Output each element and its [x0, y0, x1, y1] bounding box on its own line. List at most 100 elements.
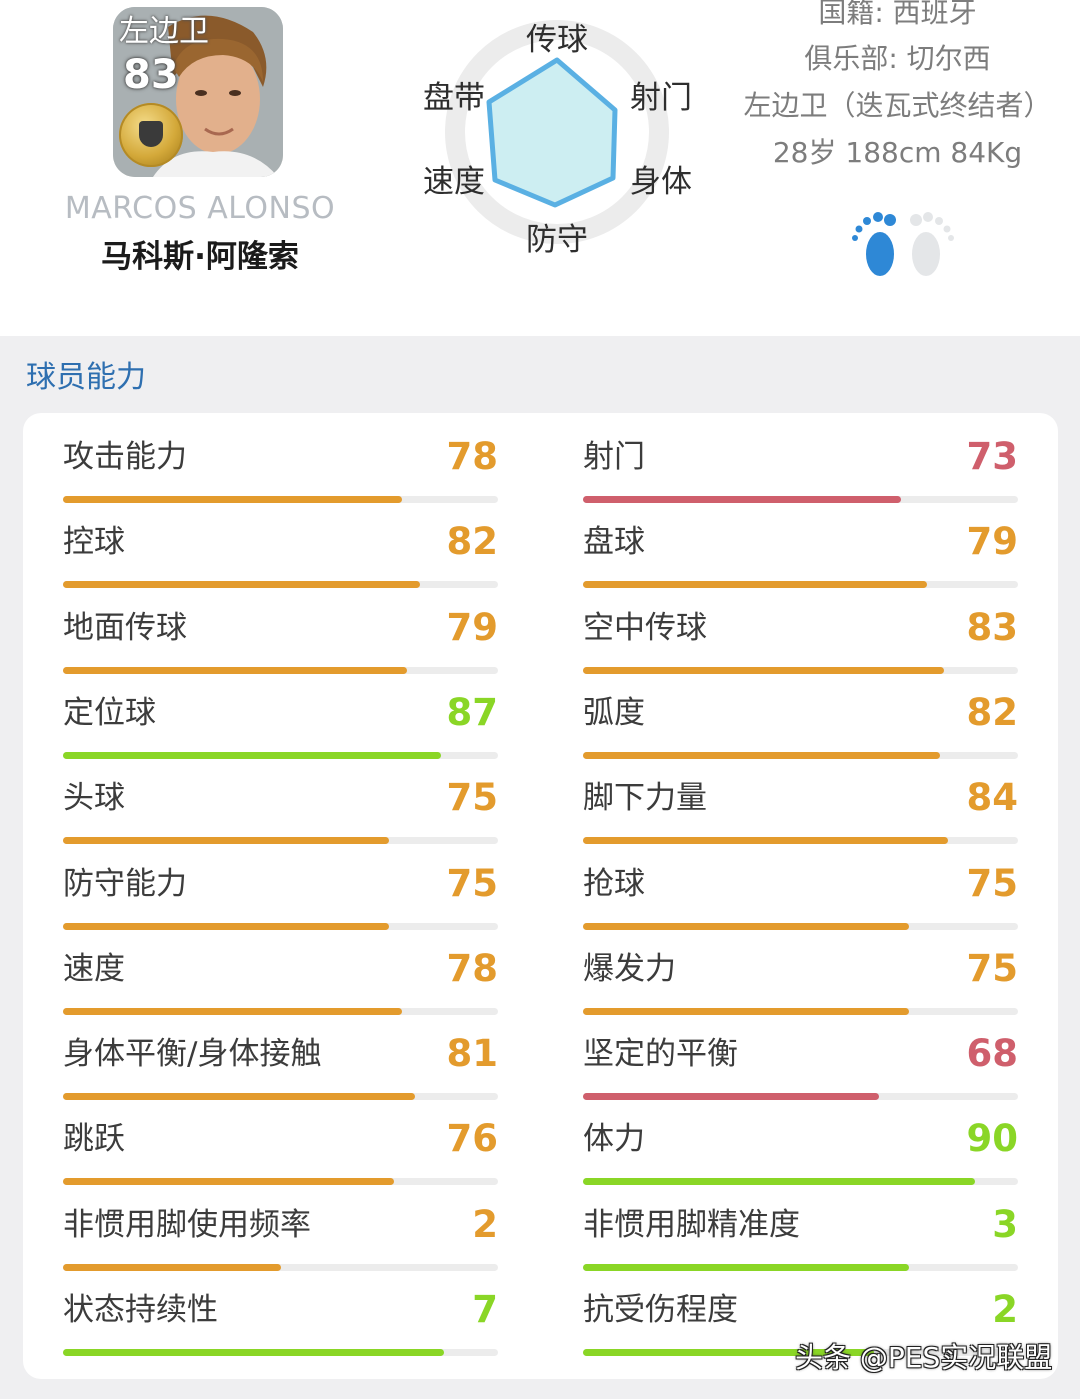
- stat-bar-track: [63, 751, 498, 759]
- stat-bar-track: [583, 1093, 1018, 1101]
- stat-bar-fill: [63, 1178, 394, 1186]
- stat-bar-fill: [63, 751, 442, 759]
- stat-row: 速度 78: [63, 935, 499, 1015]
- stat-bar-track: [583, 751, 1018, 759]
- stat-row: 控球 82: [63, 508, 499, 589]
- stat-bar-fill: [583, 1263, 910, 1271]
- card-rating: 83: [123, 52, 179, 98]
- player-header: 左边卫 83 MARCOS ALONSO 马科斯·阿隆索 传球 射门 身体 防守…: [0, 0, 1080, 336]
- player-club: 俱乐部: 切尔西: [804, 42, 991, 75]
- stat-label: 弧度: [583, 694, 645, 731]
- stat-row: 身体平衡/身体接触 81: [63, 1020, 499, 1101]
- player-card[interactable]: 左边卫 83: [113, 7, 283, 177]
- stat-value: 82: [446, 520, 499, 564]
- stat-row: 抗受伤程度 2: [583, 1276, 1018, 1356]
- stat-value: 81: [446, 1032, 499, 1076]
- stat-row: 地面传球 79: [63, 594, 499, 674]
- stat-row: 盘球 79: [583, 508, 1018, 589]
- stat-label: 攻击能力: [63, 439, 187, 475]
- stat-bar-track: [583, 922, 1018, 930]
- stat-row: 抢球 75: [583, 850, 1018, 930]
- stat-bar-fill: [583, 1349, 875, 1356]
- stat-label: 非惯用脚精准度: [583, 1206, 800, 1243]
- stat-value: 84: [966, 776, 1019, 820]
- stat-row: 坚定的平衡 68: [583, 1020, 1019, 1101]
- stat-value: 68: [966, 1032, 1019, 1076]
- stat-label: 头球: [63, 780, 125, 817]
- stat-bar-fill: [63, 496, 403, 503]
- stat-label: 体力: [583, 1121, 645, 1158]
- stat-value: 83: [966, 605, 1019, 649]
- stat-bar-track: [63, 1178, 498, 1186]
- stat-value: 2: [992, 1288, 1018, 1331]
- stat-bar-fill: [583, 581, 927, 589]
- stat-value: 78: [446, 946, 499, 990]
- stat-bar-fill: [63, 1263, 281, 1271]
- stat-row: 非惯用脚精准度 3: [583, 1191, 1018, 1271]
- stat-value: 79: [446, 605, 499, 649]
- stat-value: 75: [446, 776, 499, 820]
- stat-value: 2: [472, 1202, 498, 1246]
- stats-panel: 攻击能力 78 控球 82 地面传球 79 定位球 87 头球 75 防守能力 75 速度 78 身体平衡/…: [23, 413, 1058, 1379]
- ability-radar: 传球 射门 身体 防守 速度 盘带: [423, 20, 692, 258]
- stat-row: 弧度 82: [583, 679, 1019, 759]
- stat-value: 76: [446, 1117, 499, 1161]
- stat-bar-track: [583, 496, 1018, 503]
- stat-bar-fill: [583, 666, 945, 674]
- radar-label-dribble: 盘带: [423, 80, 485, 116]
- player-position-style: 左边卫（迭瓦式终结者）: [743, 89, 1052, 122]
- stat-label: 空中传球: [583, 609, 707, 646]
- stat-row: 定位球 87: [63, 679, 498, 759]
- stat-bar-fill: [583, 751, 940, 759]
- stat-value: 75: [966, 946, 1019, 990]
- radar-label-pass: 传球: [526, 22, 588, 58]
- stat-bar-fill: [63, 581, 420, 589]
- stat-label: 抢球: [583, 865, 645, 902]
- stat-row: 跳跃 76: [63, 1105, 499, 1186]
- preferred-foot-icon: [852, 212, 954, 276]
- stat-bar-track: [63, 1007, 498, 1015]
- stat-bar-track: [63, 837, 498, 845]
- stat-value: 82: [966, 690, 1019, 734]
- radar-shape: [486, 57, 618, 208]
- watermark: 头条 @PES实况联盟: [795, 1341, 1053, 1374]
- radar-label-defense: 防守: [526, 222, 588, 258]
- stat-bar-track: [63, 666, 498, 674]
- player-physical: 28岁 188cm 84Kg: [772, 136, 1023, 169]
- stat-bar-track: [63, 581, 498, 589]
- stat-bar-fill: [583, 1093, 879, 1101]
- stat-bar-track: [63, 1349, 498, 1356]
- stat-row: 攻击能力 78: [63, 423, 499, 503]
- stat-bar-track: [583, 837, 1018, 845]
- club-badge-icon: [119, 103, 183, 167]
- radar-label-physical: 身体: [630, 164, 692, 200]
- stat-bar-track: [583, 1007, 1018, 1015]
- stat-value: 78: [446, 435, 499, 478]
- stat-value: 7: [472, 1288, 498, 1331]
- stat-row: 非惯用脚使用频率 2: [63, 1191, 498, 1271]
- stat-row: 爆发力 75: [583, 935, 1019, 1015]
- stat-bar-fill: [63, 922, 390, 930]
- stat-label: 地面传球: [63, 609, 187, 646]
- stat-label: 状态持续性: [63, 1292, 218, 1328]
- stat-label: 身体平衡/身体接触: [63, 1036, 322, 1073]
- player-name-en: MARCOS ALONSO: [64, 191, 336, 226]
- stat-value: 75: [446, 861, 499, 905]
- stat-bar-fill: [583, 496, 901, 503]
- radar-label-shoot: 射门: [630, 80, 692, 116]
- stat-value: 73: [966, 435, 1019, 478]
- player-name-cn: 马科斯·阿隆索: [101, 239, 299, 275]
- stat-label: 速度: [63, 950, 125, 987]
- stat-bar-track: [583, 1178, 1018, 1186]
- stat-bar-track: [63, 922, 498, 930]
- stat-row: 防守能力 75: [63, 850, 499, 930]
- stat-label: 跳跃: [63, 1121, 125, 1158]
- stat-bar-track: [583, 666, 1018, 674]
- stat-bar-fill: [583, 837, 949, 845]
- stat-row: 空中传球 83: [583, 594, 1019, 674]
- card-position: 左边卫: [119, 14, 209, 49]
- stat-label: 脚下力量: [583, 780, 707, 817]
- stat-bar-fill: [583, 922, 910, 930]
- stat-bar-fill: [63, 1007, 403, 1015]
- player-nationality: 国籍: 西班牙: [818, 0, 977, 29]
